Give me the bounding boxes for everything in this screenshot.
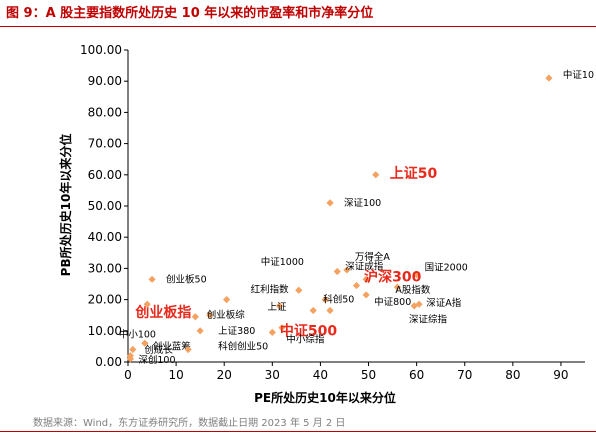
x-tick-label: 50 xyxy=(361,368,376,382)
scatter-point xyxy=(126,355,135,363)
y-tick-label: 70.00 xyxy=(88,137,122,151)
x-tick-label: 20 xyxy=(217,368,232,382)
scatter-point xyxy=(141,339,149,347)
y-tick-label: 60.00 xyxy=(88,168,122,182)
y-tick-label: 20.00 xyxy=(88,293,122,307)
scatter-point xyxy=(372,171,380,179)
point-label: 深创100 xyxy=(138,354,175,366)
scatter-point xyxy=(393,283,401,291)
point-label: 中证1000 xyxy=(261,256,304,268)
y-tick-label: 10.00 xyxy=(88,324,122,338)
point-label: 上证380 xyxy=(218,326,255,337)
scatter-point xyxy=(326,199,334,207)
point-label: 深证100 xyxy=(344,198,381,209)
y-tick-label: 90.00 xyxy=(88,74,122,88)
point-label: 中小综指 xyxy=(286,333,325,345)
scatter-point xyxy=(415,300,423,308)
scatter-point xyxy=(413,271,421,279)
point-label: 红利指数 xyxy=(251,284,290,296)
x-tick-label: 70 xyxy=(457,368,472,382)
point-label: 沪深300 xyxy=(364,268,421,285)
scatter-point xyxy=(206,311,214,319)
y-tick-label: 40.00 xyxy=(88,230,122,244)
bottom-divider xyxy=(0,431,596,432)
point-label: A股指数 xyxy=(395,284,430,296)
y-tick-label: 50.00 xyxy=(88,199,122,213)
x-tick-label: 80 xyxy=(505,368,520,382)
point-label: 万得全A xyxy=(355,251,391,263)
x-tick-label: 10 xyxy=(168,368,183,382)
scatter-point xyxy=(352,281,361,290)
scatter-point xyxy=(268,328,276,336)
point-label: 上证50 xyxy=(390,166,438,182)
point-label: 深证A指 xyxy=(426,297,461,309)
title-divider xyxy=(0,26,596,27)
scatter-point xyxy=(545,74,553,82)
point-label: 科创创业50 xyxy=(218,341,268,353)
point-label: 中证500 xyxy=(280,323,337,340)
point-label: 创业板综 xyxy=(207,309,246,321)
scatter-point xyxy=(362,275,370,283)
x-tick-label: 30 xyxy=(265,368,280,382)
scatter-point xyxy=(343,266,351,274)
x-tick-label: 90 xyxy=(553,368,568,382)
scatter-point xyxy=(191,313,199,321)
scatter-point xyxy=(278,324,286,332)
point-label: 中小100 xyxy=(119,328,156,340)
scatter-point xyxy=(362,291,370,299)
scatter-point xyxy=(309,306,317,315)
x-tick-label: 40 xyxy=(313,368,328,382)
y-axis-label: PB所处历史10年以来分位 xyxy=(58,134,73,277)
y-tick-label: 30.00 xyxy=(88,261,122,275)
data-source-note: 数据来源：Wind，东方证券研究所，数据截止日期 2023 年 5 月 2 日 xyxy=(33,418,346,429)
point-label: 创成长 xyxy=(144,344,173,356)
y-tick-label: 100.00 xyxy=(80,43,122,57)
chart-axes: 0.00 10.00 20.00 30.00 40.00 50.00 60.00 70.00 8… xyxy=(80,43,585,382)
scatter-point xyxy=(275,302,284,310)
point-label: 创业蓝筹 xyxy=(153,341,191,353)
scatter-point xyxy=(326,306,334,315)
point-label: 中证10 xyxy=(563,69,594,81)
point-label: 中证800 xyxy=(374,296,411,308)
scatter-point xyxy=(321,296,329,304)
point-label: 深证成指 xyxy=(345,261,384,273)
point-label: 科创50 xyxy=(323,294,354,306)
x-tick-label: 60 xyxy=(409,368,424,382)
scatter-point xyxy=(223,296,231,304)
x-tick-label: 0 xyxy=(124,368,132,382)
scatter-point xyxy=(148,275,156,283)
figure-title: 图 9：A 股主要指数所处历史 10 年以来的市盈率和市净率分位 xyxy=(6,6,374,21)
point-label: 上证 xyxy=(268,302,288,313)
scatter-point xyxy=(143,300,151,308)
scatter-point xyxy=(295,286,303,294)
scatter-point xyxy=(333,267,341,276)
y-tick-label: 0.00 xyxy=(95,355,122,369)
point-label: 深证综指 xyxy=(409,313,448,325)
scatter-point xyxy=(196,327,204,335)
scatter-point xyxy=(184,345,192,354)
x-axis-label: PE所处历史10年以来分位 xyxy=(254,390,396,405)
scatter-point xyxy=(129,345,137,354)
point-label: 创业板50 xyxy=(166,273,207,285)
point-label: 创业板指 xyxy=(134,304,191,321)
y-tick-label: 80.00 xyxy=(88,105,122,119)
point-label: 国证2000 xyxy=(425,263,468,274)
